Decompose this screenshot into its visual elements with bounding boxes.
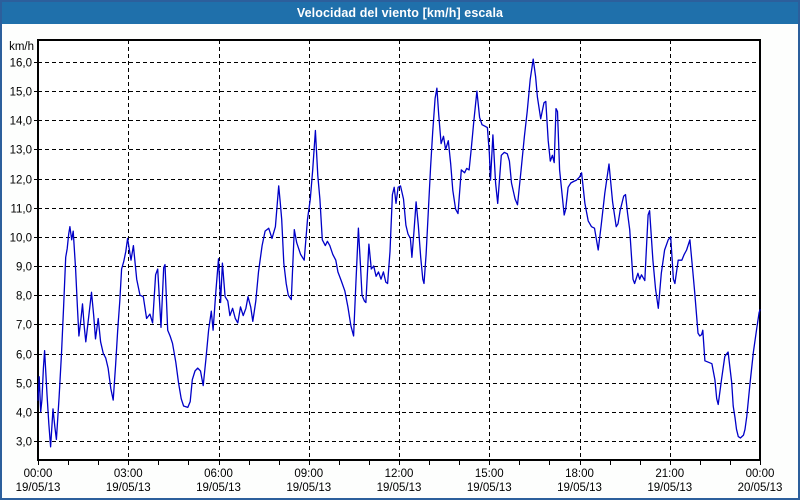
y-tick-label: 3,0 [16,437,32,449]
x-tick-time-label: 03:00 [114,468,143,480]
y-tick-label: 10,0 [10,233,32,245]
y-tick-label: 6,0 [16,350,32,362]
x-tick-date-label: 19/05/13 [557,482,602,494]
plot-border [37,39,761,461]
y-tick-label: 5,0 [16,379,32,391]
x-tick-date-label: 19/05/13 [16,482,61,494]
x-tick-time-label: 21:00 [655,468,684,480]
x-tick-date-label: 19/05/13 [647,482,692,494]
x-tick-date-label: 19/05/13 [106,482,151,494]
x-tick-date-label: 19/05/13 [196,482,241,494]
x-tick-date-label: 20/05/13 [738,482,783,494]
y-tick-label: 4,0 [16,408,32,420]
y-tick-label: 11,0 [10,204,32,216]
x-tick-date-label: 19/05/13 [286,482,331,494]
x-tick-date-label: 19/05/13 [377,482,422,494]
x-tick-time-label: 15:00 [475,468,504,480]
y-unit-label: km/h [9,41,34,53]
window-title: Velocidad del viento [km/h] escala [296,6,504,20]
x-tick-time-label: 00:00 [746,468,775,480]
x-tick-time-label: 18:00 [565,468,594,480]
window-title-bar: Velocidad del viento [km/h] escala [2,2,798,24]
x-tick-time-label: 00:00 [24,468,53,480]
x-tick-time-label: 09:00 [294,468,323,480]
wind-speed-line [37,58,761,448]
x-tick-time-label: 12:00 [385,468,414,480]
y-tick-label: 9,0 [16,262,32,274]
x-tick-time-label: 06:00 [204,468,233,480]
y-tick-label: 7,0 [16,320,32,332]
y-tick-label: 8,0 [16,291,32,303]
y-tick-label: 15,0 [10,87,32,99]
y-tick-label: 13,0 [10,145,32,157]
y-tick-label: 12,0 [10,175,32,187]
y-tick-label: 16,0 [10,58,32,70]
y-tick-label: 14,0 [10,116,32,128]
x-tick-date-label: 19/05/13 [467,482,512,494]
